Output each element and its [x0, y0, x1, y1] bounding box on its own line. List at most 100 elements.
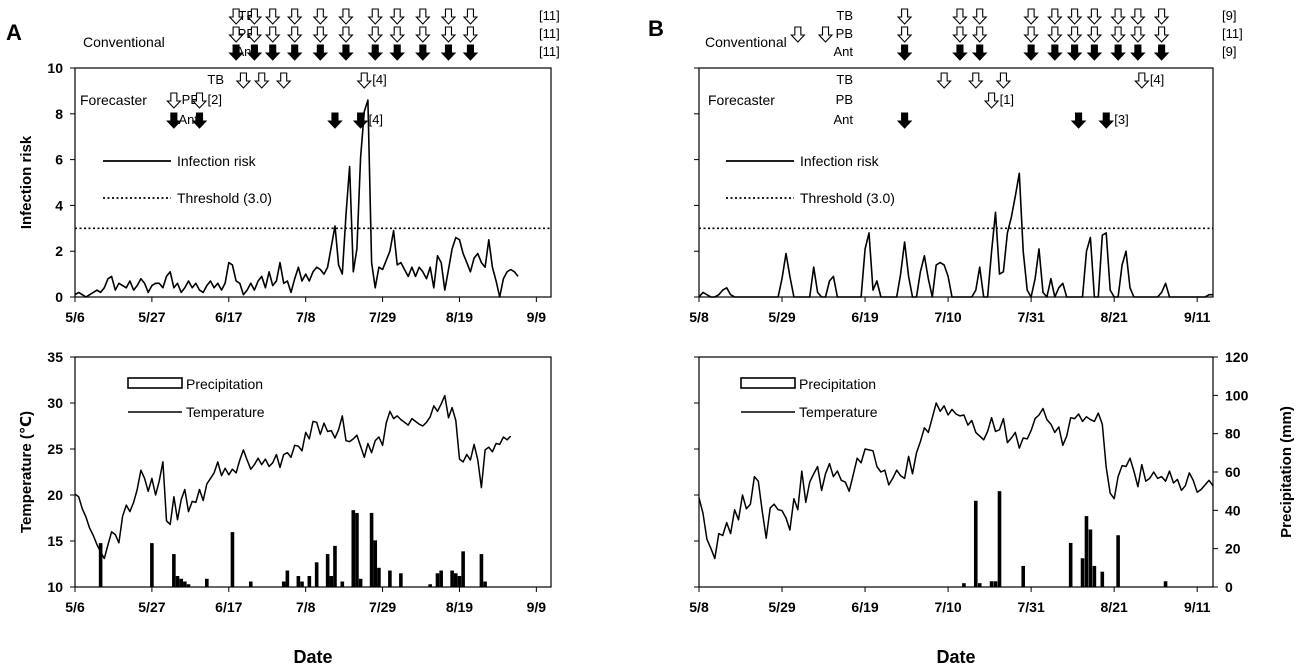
legend-threshold-label: Threshold (3.0): [800, 190, 895, 206]
precipitation-bar: [1100, 571, 1105, 587]
precipitation-bar: [1088, 529, 1093, 587]
precipitation-bar: [369, 512, 374, 587]
conventional-count-tb: [9]: [1222, 8, 1236, 23]
conventional-spray-arrow: [367, 8, 384, 25]
precipitation-bar: [454, 573, 458, 587]
conventional-spray-arrow: [1110, 44, 1126, 61]
x-tick-label: 6/17: [215, 599, 242, 615]
precipitation-bar: [281, 581, 286, 587]
precipitation-bar: [399, 573, 403, 587]
precipitation-bar: [340, 581, 345, 587]
forecaster-count-ant: [3]: [1114, 112, 1128, 127]
forecaster-spray-arrow: [968, 72, 984, 89]
precipitation-bar: [296, 576, 301, 587]
precipitation-bar: [248, 581, 253, 587]
forecaster-spray-arrow: [191, 92, 208, 109]
conventional-spray-arrow: [1047, 26, 1063, 43]
x-axis-title: Date: [936, 647, 975, 667]
precipitation-bar: [457, 576, 462, 587]
x-tick-label: 7/10: [934, 599, 961, 615]
precipitation-bar: [1084, 516, 1089, 587]
y-tick-label: 10: [47, 579, 63, 595]
conventional-spray-arrow: [817, 26, 834, 43]
conventional-spray-arrow: [952, 8, 968, 25]
x-tick-label: 8/21: [1101, 599, 1128, 615]
precipitation-bar: [314, 562, 319, 587]
legend-temperature-label: Temperature: [799, 404, 878, 420]
x-tick-label: 6/19: [851, 309, 878, 325]
precipitation-bar: [183, 581, 187, 587]
x-tick-label: 7/8: [296, 599, 316, 615]
conventional-spray-arrow: [1047, 8, 1063, 25]
conventional-spray-arrow: [1110, 26, 1126, 43]
forecaster-row-label-pb: PB: [836, 92, 853, 107]
conventional-spray-arrow: [367, 44, 384, 61]
conventional-spray-arrow: [1066, 8, 1083, 25]
forecaster-count-pb: [2]: [207, 92, 221, 107]
forecaster-spray-arrow: [166, 112, 182, 129]
precipitation-bar: [175, 576, 180, 587]
precipitation-bar: [388, 570, 392, 587]
conventional-spray-arrow: [338, 44, 354, 61]
conventional-spray-arrow: [228, 26, 244, 43]
panel-b-weather-chart: 0 20 40 60 80 100 120 Precipitation (mm) 5/8 5/29…: [689, 349, 1295, 667]
conventional-spray-arrow: [246, 44, 263, 61]
precipitation-bar: [439, 570, 443, 587]
precipitation-bar: [285, 570, 290, 587]
conventional-spray-arrow: [286, 44, 303, 61]
conventional-count-tb: [11]: [539, 8, 560, 23]
x-tick-label: 7/31: [1017, 599, 1044, 615]
conventional-count-ant: [9]: [1222, 44, 1236, 59]
conventional-spray-arrow: [896, 8, 913, 25]
conventional-spray-arrow: [338, 8, 354, 25]
x-tick-label: 6/17: [215, 309, 242, 325]
conventional-spray-arrow: [952, 26, 968, 43]
conventional-spray-arrow: [286, 8, 303, 25]
y-axis-title: Infection risk: [18, 135, 35, 229]
conventional-spray-arrow: [896, 26, 913, 43]
precipitation-bar: [977, 583, 982, 587]
conventional-spray-arrow: [1023, 8, 1039, 25]
forecaster-row-label-ant: Ant: [178, 112, 198, 127]
x-tick-label: 7/10: [934, 309, 961, 325]
conventional-spray-arrow: [246, 8, 263, 25]
conventional-spray-arrow: [389, 8, 405, 25]
y-tick-label: 40: [1225, 502, 1241, 518]
x-tick-label: 8/19: [446, 309, 473, 325]
conventional-spray-arrow: [312, 44, 329, 61]
forecaster-spray-arrow: [896, 112, 913, 129]
y-tick-label: 6: [55, 152, 63, 168]
precipitation-bar: [428, 584, 432, 587]
conventional-spray-arrow: [1023, 26, 1039, 43]
conventional-spray-arrow: [1047, 44, 1063, 61]
y-tick-label: 80: [1225, 426, 1241, 442]
y-tick-label: 10: [47, 60, 63, 76]
y-tick-label: 35: [47, 349, 63, 365]
forecaster-spray-arrow: [166, 92, 182, 109]
conventional-spray-arrow: [415, 8, 431, 25]
precipitation-bar: [150, 543, 154, 587]
conventional-spray-arrow: [1023, 44, 1039, 61]
forecaster-spray-arrow: [352, 112, 369, 129]
risk-plot-frame: [74, 67, 552, 298]
legend-temperature-label: Temperature: [186, 404, 265, 420]
legend-precipitation-swatch: [127, 377, 183, 389]
precipitation-bar: [300, 581, 304, 587]
conventional-row-label-tb: TB: [836, 8, 853, 23]
temperature-series-line: [698, 402, 1214, 560]
x-tick-label: 5/6: [65, 599, 85, 615]
conventional-spray-arrow: [790, 26, 806, 43]
conventional-spray-arrow: [264, 44, 281, 61]
conventional-spray-arrow: [952, 44, 968, 61]
precipitation-bar: [333, 545, 337, 587]
conventional-spray-arrow: [1130, 44, 1146, 61]
precipitation-bar: [230, 532, 235, 587]
y-tick-label: 120: [1225, 349, 1249, 365]
conventional-spray-arrow: [338, 26, 354, 43]
conventional-spray-arrow: [1130, 26, 1146, 43]
legend-line-label: Infection risk: [177, 153, 257, 169]
y-tick-label: 0: [55, 289, 63, 305]
precipitation-bar: [325, 554, 330, 587]
y-tick-label: 100: [1225, 387, 1249, 403]
